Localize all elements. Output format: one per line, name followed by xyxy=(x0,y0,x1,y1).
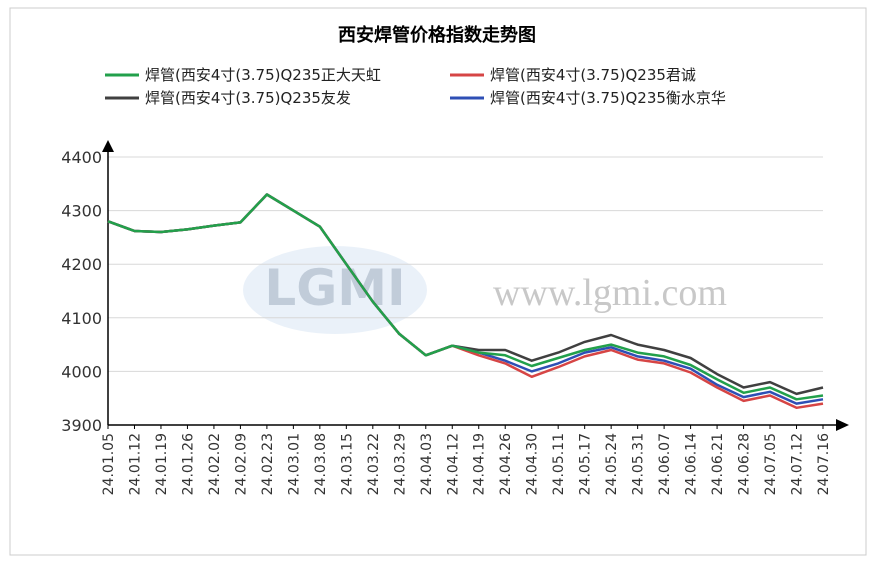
y-axis-arrow xyxy=(102,140,114,152)
x-tick-label: 24.04.26 xyxy=(498,433,514,495)
x-tick-label: 24.06.07 xyxy=(657,433,673,495)
legend-label: 焊管(西安4寸(3.75)Q235友发 xyxy=(145,89,351,107)
x-tick-label: 24.04.12 xyxy=(445,433,461,495)
y-tick-label: 4400 xyxy=(61,148,102,167)
x-tick-label: 24.07.05 xyxy=(763,433,779,495)
x-tick-label: 24.05.11 xyxy=(551,433,567,495)
line xyxy=(107,193,824,401)
watermark-logo: LGMI xyxy=(264,259,405,317)
y-tick-label: 4300 xyxy=(61,202,102,221)
x-tick-label: 24.03.22 xyxy=(366,433,382,495)
x-tick-label: 24.06.14 xyxy=(684,433,700,495)
x-tick-label: 24.02.09 xyxy=(233,433,249,495)
x-tick-label: 24.04.03 xyxy=(419,433,435,495)
x-tick-label: 24.01.19 xyxy=(154,433,170,495)
legend-label: 焊管(西安4寸(3.75)Q235君诚 xyxy=(490,66,696,84)
x-tick-label: 24.01.05 xyxy=(101,433,117,495)
y-tick-label: 4200 xyxy=(61,255,102,274)
x-tick-label: 24.04.19 xyxy=(472,433,488,495)
x-tick-label: 24.07.12 xyxy=(790,433,806,495)
x-tick-label: 24.03.15 xyxy=(339,433,355,495)
watermark-url: www.lgmi.com xyxy=(493,272,727,314)
x-tick-label: 24.06.21 xyxy=(710,433,726,495)
x-tick-label: 24.07.16 xyxy=(816,433,832,495)
x-tick-label: 24.03.01 xyxy=(286,433,302,495)
x-tick-label: 24.01.12 xyxy=(127,433,143,495)
x-tick-label: 24.01.26 xyxy=(180,433,196,495)
chart-title: 西安焊管价格指数走势图 xyxy=(338,24,536,46)
x-tick-label: 24.04.30 xyxy=(525,433,541,495)
x-axis-arrow xyxy=(836,419,849,431)
x-tick-label: 24.02.02 xyxy=(207,433,223,495)
legend-label: 焊管(西安4寸(3.75)Q235衡水京华 xyxy=(490,89,726,107)
x-tick-label: 24.03.08 xyxy=(313,433,329,495)
x-tick-label: 24.05.31 xyxy=(631,433,647,495)
x-tick-label: 24.06.28 xyxy=(737,433,753,495)
y-tick-label: 4000 xyxy=(61,362,102,381)
y-tick-label: 4100 xyxy=(61,309,102,328)
x-tick-label: 24.05.17 xyxy=(578,433,594,495)
frame xyxy=(9,7,867,556)
x-tick-label: 24.03.29 xyxy=(392,433,408,495)
x-tick-label: 24.05.24 xyxy=(604,433,620,495)
x-tick-label: 24.02.23 xyxy=(260,433,276,495)
legend-label: 焊管(西安4寸(3.75)Q235正大天虹 xyxy=(145,66,381,84)
y-tick-label: 3900 xyxy=(61,416,102,435)
